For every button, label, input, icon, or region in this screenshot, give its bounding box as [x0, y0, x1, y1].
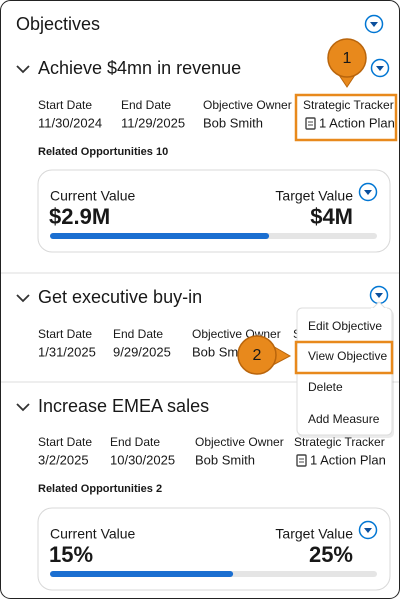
field-label: End Date: [113, 327, 163, 341]
menu-caret-cover: [371, 308, 387, 310]
dropdown-arrow: [375, 293, 383, 298]
chevron[interactable]: [16, 65, 30, 74]
field-value[interactable]: Bob Smith: [192, 344, 252, 359]
objective-title: Achieve $4mn in revenue: [38, 58, 241, 78]
callout-badge: [327, 38, 367, 78]
action-plan-icon: [296, 454, 307, 467]
current-label: Current Value: [50, 188, 136, 204]
target-value: 25%: [309, 542, 353, 567]
menu-item[interactable]: Add Measure: [308, 412, 380, 426]
field-value: 1/31/2025: [38, 344, 96, 359]
progress-fill: [50, 571, 234, 577]
action-plan-icon-lines: [308, 121, 313, 126]
field-label: Objective Owner: [203, 98, 292, 112]
field-label: End Date: [110, 435, 160, 449]
related-opportunities: Related Opportunities 10: [38, 146, 168, 158]
field-label: Start Date: [38, 435, 92, 449]
dropdown-arrow: [376, 66, 384, 71]
target-label: Target Value: [275, 188, 353, 204]
field-value: 11/29/2025: [121, 115, 185, 130]
chevron[interactable]: [16, 403, 30, 412]
dropdown-arrow: [370, 22, 378, 27]
action-plan-icon: [305, 117, 316, 130]
objective-title: Increase EMEA sales: [38, 396, 209, 416]
current-value: 15%: [49, 542, 93, 567]
dropdown-arrow: [364, 528, 372, 533]
current-value: $2.9M: [49, 204, 110, 229]
highlight-box: [294, 340, 394, 375]
target-label: Target Value: [275, 526, 353, 542]
value-card: [37, 169, 391, 253]
callout-badge: [237, 335, 277, 375]
highlight-box: [294, 93, 398, 142]
field-label: Start Date: [38, 98, 92, 112]
progress-fill: [50, 233, 270, 239]
field-label: Objective Owner: [195, 435, 284, 449]
field-label: Strategic Tracker: [294, 435, 385, 449]
callout-number: 1: [343, 50, 352, 67]
field-value[interactable]: 1 Action Plan: [310, 452, 386, 467]
related-opportunities: Related Opportunities 2: [38, 483, 162, 495]
field-value: 3/2/2025: [38, 452, 89, 467]
menu-item[interactable]: Edit Objective: [308, 319, 382, 333]
field-value: 11/30/2024: [38, 115, 102, 130]
field-value[interactable]: Bob Smith: [195, 452, 255, 467]
chevron[interactable]: [16, 294, 30, 303]
field-label: End Date: [121, 98, 171, 112]
field-label: Strategic Tracker: [303, 98, 394, 112]
dropdown-menu: Edit Objective View Objective Delete Add Me…: [296, 301, 394, 438]
dropdown-arrow: [364, 190, 372, 195]
field-value: 9/29/2025: [113, 344, 171, 359]
current-label: Current Value: [50, 526, 136, 542]
objective-title: Get executive buy-in: [38, 287, 202, 307]
field-value[interactable]: 1 Action Plan: [319, 115, 395, 130]
menu-item[interactable]: Delete: [308, 380, 343, 394]
callout-number: 2: [253, 347, 262, 364]
field-label: Start Date: [38, 327, 92, 341]
page-title: Objectives: [16, 14, 100, 34]
target-value: $4M: [310, 204, 353, 229]
action-plan-icon-lines: [299, 458, 304, 463]
field-value[interactable]: Bob Smith: [203, 115, 263, 130]
value-card: [37, 507, 391, 591]
menu-item[interactable]: View Objective: [308, 349, 387, 363]
field-value: 10/30/2025: [110, 452, 175, 467]
